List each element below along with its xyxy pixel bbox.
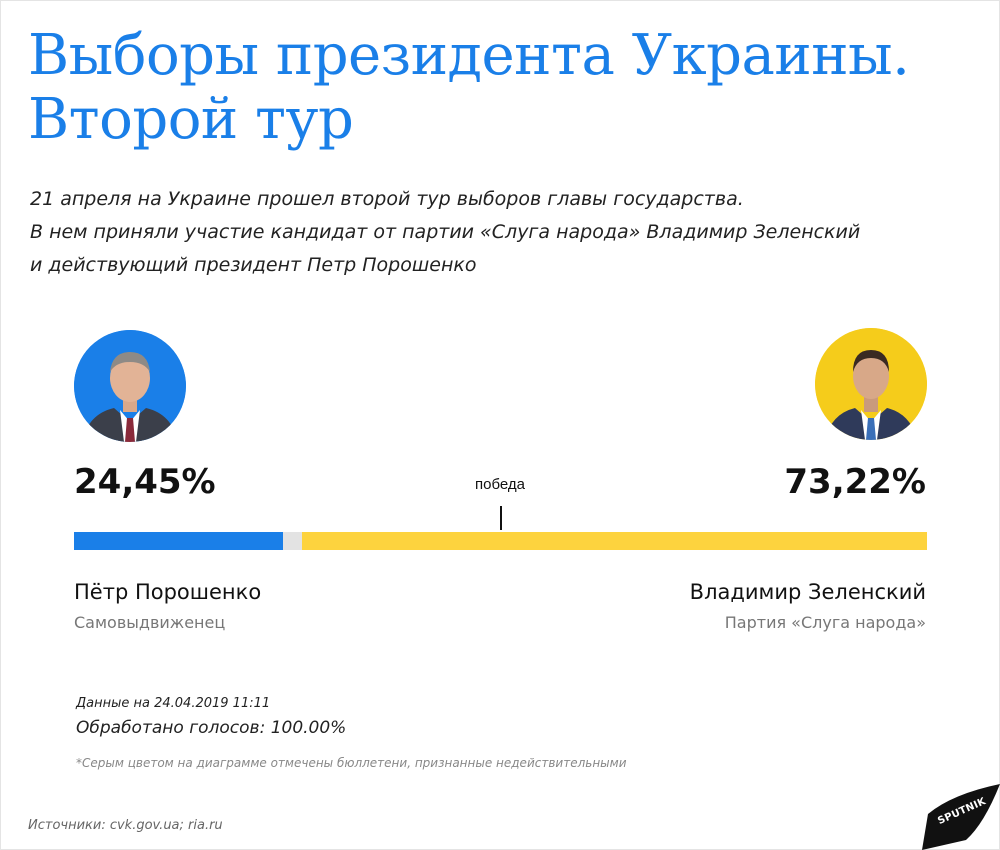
candidate-name-right: Владимир Зеленский — [689, 580, 926, 604]
portrait-icon — [74, 330, 186, 442]
value-label-left: 24,45% — [74, 462, 216, 502]
candidate-photo-left — [74, 330, 186, 442]
candidate-party-left: Самовыдвиженец — [74, 613, 226, 632]
sources: Источники: cvk.gov.ua; ria.ru — [28, 818, 223, 833]
title-line-2: Второй тур — [28, 87, 354, 152]
subtitle-line-3: и действующий президент Петр Порошенко — [30, 254, 477, 276]
page-subtitle: 21 апреля на Украине прошел второй тур в… — [30, 183, 980, 282]
footnote: *Серым цветом на диаграмме отмечены бюлл… — [76, 756, 627, 770]
bar-segment-0 — [74, 532, 283, 550]
candidate-name-left: Пётр Порошенко — [74, 580, 262, 604]
bar-segment-2 — [302, 532, 927, 550]
candidate-party-right: Партия «Слуга народа» — [724, 613, 926, 632]
page-title: Выборы президента Украины. Второй тур — [28, 24, 988, 152]
stacked-bar — [74, 532, 927, 550]
value-label-right: 73,22% — [784, 462, 926, 502]
candidate-photo-right — [815, 328, 927, 440]
data-timestamp: Данные на 24.04.2019 11:11 — [76, 696, 271, 711]
portrait-icon — [815, 328, 927, 440]
title-line-1: Выборы президента Украины. — [28, 23, 910, 88]
sputnik-logo-icon — [922, 784, 1000, 850]
bar-segment-1 — [282, 532, 303, 550]
subtitle-line-1: 21 апреля на Украине прошел второй тур в… — [30, 188, 744, 210]
processed-votes: Обработано голосов: 100.00% — [76, 718, 347, 738]
subtitle-line-2: В нем приняли участие кандидат от партии… — [30, 221, 861, 243]
threshold-label: победа — [475, 476, 525, 493]
threshold-marker — [500, 506, 502, 530]
